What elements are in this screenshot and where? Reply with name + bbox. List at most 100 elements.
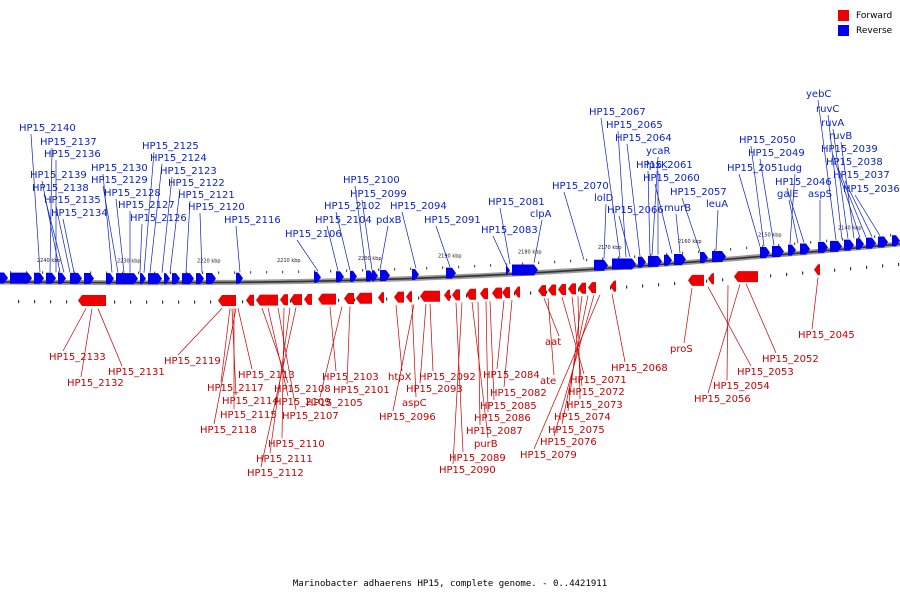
tick-label: 2160 kbp xyxy=(678,239,702,245)
forward-gene-label: HP15_2093 xyxy=(406,384,463,395)
minor-tick xyxy=(266,270,268,274)
minor-tick xyxy=(474,264,476,268)
minor-tick xyxy=(218,271,220,274)
minor-tick xyxy=(362,269,364,272)
reverse-gene-label: lpxK xyxy=(646,160,668,171)
minor-tick xyxy=(346,269,348,272)
forward-gene-label: HP15_2092 xyxy=(419,372,476,383)
minor-tick xyxy=(506,263,508,266)
reverse-label-leader xyxy=(435,225,451,268)
forward-gene-label: HP15_2075 xyxy=(548,425,605,436)
reverse-label-leader xyxy=(499,207,511,265)
tick-label: 2140 kbp xyxy=(838,226,862,232)
forward-gene-label: HP15_2089 xyxy=(449,453,506,464)
forward-gene xyxy=(480,288,488,300)
reverse-gene-label: HP15_2128 xyxy=(104,188,161,199)
forward-gene-label: HP15_2071 xyxy=(570,375,627,386)
minor-tick xyxy=(490,264,492,267)
minor-tick xyxy=(458,265,460,269)
forward-gene-label: HP15_2132 xyxy=(67,378,124,389)
reverse-gene xyxy=(506,264,510,276)
forward-label-leader xyxy=(213,308,237,425)
forward-gene-label: HP15_2101 xyxy=(333,385,390,396)
reverse-label-leader xyxy=(102,173,113,273)
minor-tick xyxy=(730,248,732,251)
reverse-gene-label: HP15_2051 xyxy=(727,163,784,174)
reverse-gene-label: HP15_2061 xyxy=(636,160,693,171)
forward-gene xyxy=(304,293,312,305)
reverse-gene-label: HP15_2066 xyxy=(607,205,664,216)
reverse-gene-label: HP15_2037 xyxy=(833,170,890,181)
reverse-gene-label: galE xyxy=(777,189,799,200)
minor-tick xyxy=(162,300,164,304)
reverse-label-leader xyxy=(817,99,837,240)
reverse-label-leader xyxy=(55,205,71,273)
reverse-gene-label: murB xyxy=(664,203,691,214)
reverse-label-leader xyxy=(30,133,41,273)
minor-tick xyxy=(810,241,812,244)
forward-label-leader xyxy=(485,301,489,413)
forward-gene-label: HP15_2115 xyxy=(220,410,277,421)
minor-tick xyxy=(42,271,44,274)
forward-label-leader xyxy=(277,307,297,411)
minor-tick xyxy=(650,254,652,257)
tick-label: 2210 kbp xyxy=(277,258,301,264)
forward-label-leader xyxy=(392,304,415,412)
forward-label-leader xyxy=(62,308,87,352)
minor-tick xyxy=(26,271,28,274)
forward-gene xyxy=(578,282,586,294)
minor-tick xyxy=(122,271,124,275)
tick-label: 2230 kbp xyxy=(117,259,141,265)
forward-label-leader xyxy=(543,298,560,337)
reverse-gene-label: HP15_2120 xyxy=(188,202,245,213)
reverse-gene xyxy=(172,273,180,285)
forward-gene xyxy=(502,287,510,299)
minor-tick xyxy=(34,300,36,304)
reverse-label-leader xyxy=(326,225,339,271)
reverse-gene xyxy=(34,272,44,284)
reverse-gene-label: ruvA xyxy=(821,118,844,129)
minor-tick xyxy=(554,260,556,264)
minor-tick xyxy=(674,282,676,286)
forward-swatch xyxy=(838,10,849,21)
minor-tick xyxy=(354,298,356,302)
reverse-gene xyxy=(140,273,146,285)
forward-gene-label: HP15_2118 xyxy=(200,425,257,436)
minor-tick xyxy=(18,300,20,304)
minor-tick xyxy=(898,262,900,266)
reverse-gene-label: HP15_2049 xyxy=(748,148,805,159)
forward-gene xyxy=(538,285,546,297)
reverse-gene xyxy=(866,237,876,249)
minor-tick xyxy=(778,243,780,247)
tick-label: 2180 kbp xyxy=(518,250,542,256)
reverse-label-leader xyxy=(789,173,796,244)
forward-label-leader xyxy=(726,285,729,381)
legend-reverse: Reverse xyxy=(838,23,892,38)
reverse-gene xyxy=(380,270,390,282)
reverse-gene-label: HP15_2067 xyxy=(589,107,646,118)
forward-gene xyxy=(290,294,302,306)
forward-label-leader xyxy=(547,298,555,376)
forward-label-leader xyxy=(707,286,752,367)
reverse-label-leader xyxy=(786,187,805,243)
reverse-gene-label: ycaR xyxy=(646,146,671,157)
reverse-label-leader xyxy=(102,185,119,273)
reverse-gene-label: HP15_2083 xyxy=(481,225,538,236)
tick-label: 2190 kbp xyxy=(438,253,462,259)
forward-gene xyxy=(280,294,288,306)
forward-label-leader xyxy=(489,301,495,401)
reverse-label-leader xyxy=(361,199,373,270)
reverse-label-leader xyxy=(759,158,775,246)
forward-label-leader xyxy=(80,308,93,378)
forward-gene xyxy=(568,283,576,295)
minor-tick xyxy=(642,284,644,288)
minor-tick xyxy=(378,268,380,272)
minor-tick xyxy=(394,268,396,271)
minor-tick xyxy=(762,245,764,248)
minor-tick xyxy=(90,271,92,275)
reverse-gene xyxy=(116,273,138,285)
reverse-gene xyxy=(84,272,94,284)
minor-tick xyxy=(514,292,516,296)
forward-gene xyxy=(558,283,566,295)
minor-tick xyxy=(842,238,844,241)
